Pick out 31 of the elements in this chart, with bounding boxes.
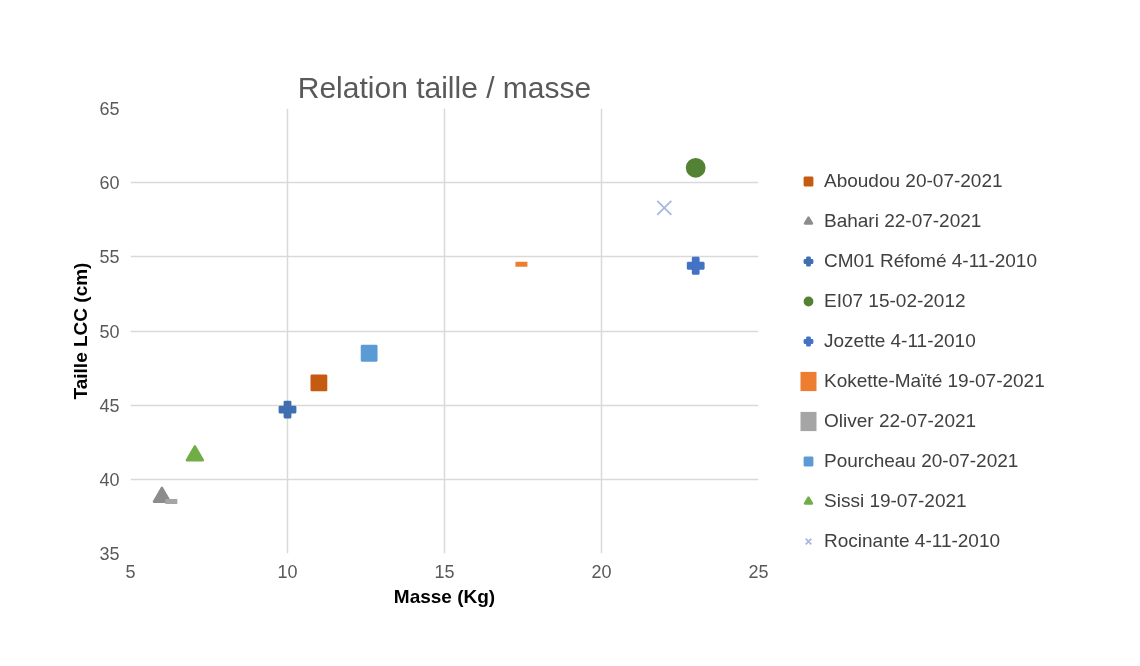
point <box>686 256 705 275</box>
legend-label: Aboudou 20-07-2021 <box>824 170 1003 192</box>
point <box>360 344 378 362</box>
y-tick-label: 35 <box>99 544 120 564</box>
y-tick-label: 40 <box>99 469 120 490</box>
x-tick-label: 10 <box>277 561 298 582</box>
y-tick-label: 45 <box>99 395 120 416</box>
y-tick-label: 55 <box>99 247 120 268</box>
legend-label: Jozette 4-11-2010 <box>824 330 976 352</box>
point <box>656 199 673 216</box>
x-tick-label: 20 <box>591 561 612 582</box>
point <box>310 374 328 392</box>
y-tick-label: 65 <box>99 99 120 119</box>
x-tick-label: 15 <box>434 561 455 582</box>
x-tick-label: 25 <box>748 561 769 582</box>
y-tick-label: 50 <box>99 321 120 342</box>
legend-label: Sissi 19-07-2021 <box>824 490 967 512</box>
legend-label: EI07 15-02-2012 <box>824 290 966 312</box>
chart-title: Relation taille / masse <box>297 70 592 104</box>
y-axis-title: Taille LCC (cm) <box>70 262 92 400</box>
legend-label: Pourcheau 20-07-2021 <box>824 450 1019 472</box>
point <box>685 157 706 178</box>
legend-label: Bahari 22-07-2021 <box>824 210 982 232</box>
x-tick-label: 5 <box>125 561 136 582</box>
legend-label: Rocinante 4-11-2010 <box>824 530 1001 552</box>
legend-label: Oliver 22-07-2021 <box>824 410 977 432</box>
legend-label: Kokette-Maïté 19-07-2021 <box>824 370 1045 392</box>
legend-label: CM01 Réfomé 4-11-2010 <box>824 250 1037 272</box>
y-tick-label: 60 <box>99 173 120 194</box>
x-axis-title: Masse (Kg) <box>393 585 496 607</box>
point <box>278 400 297 419</box>
